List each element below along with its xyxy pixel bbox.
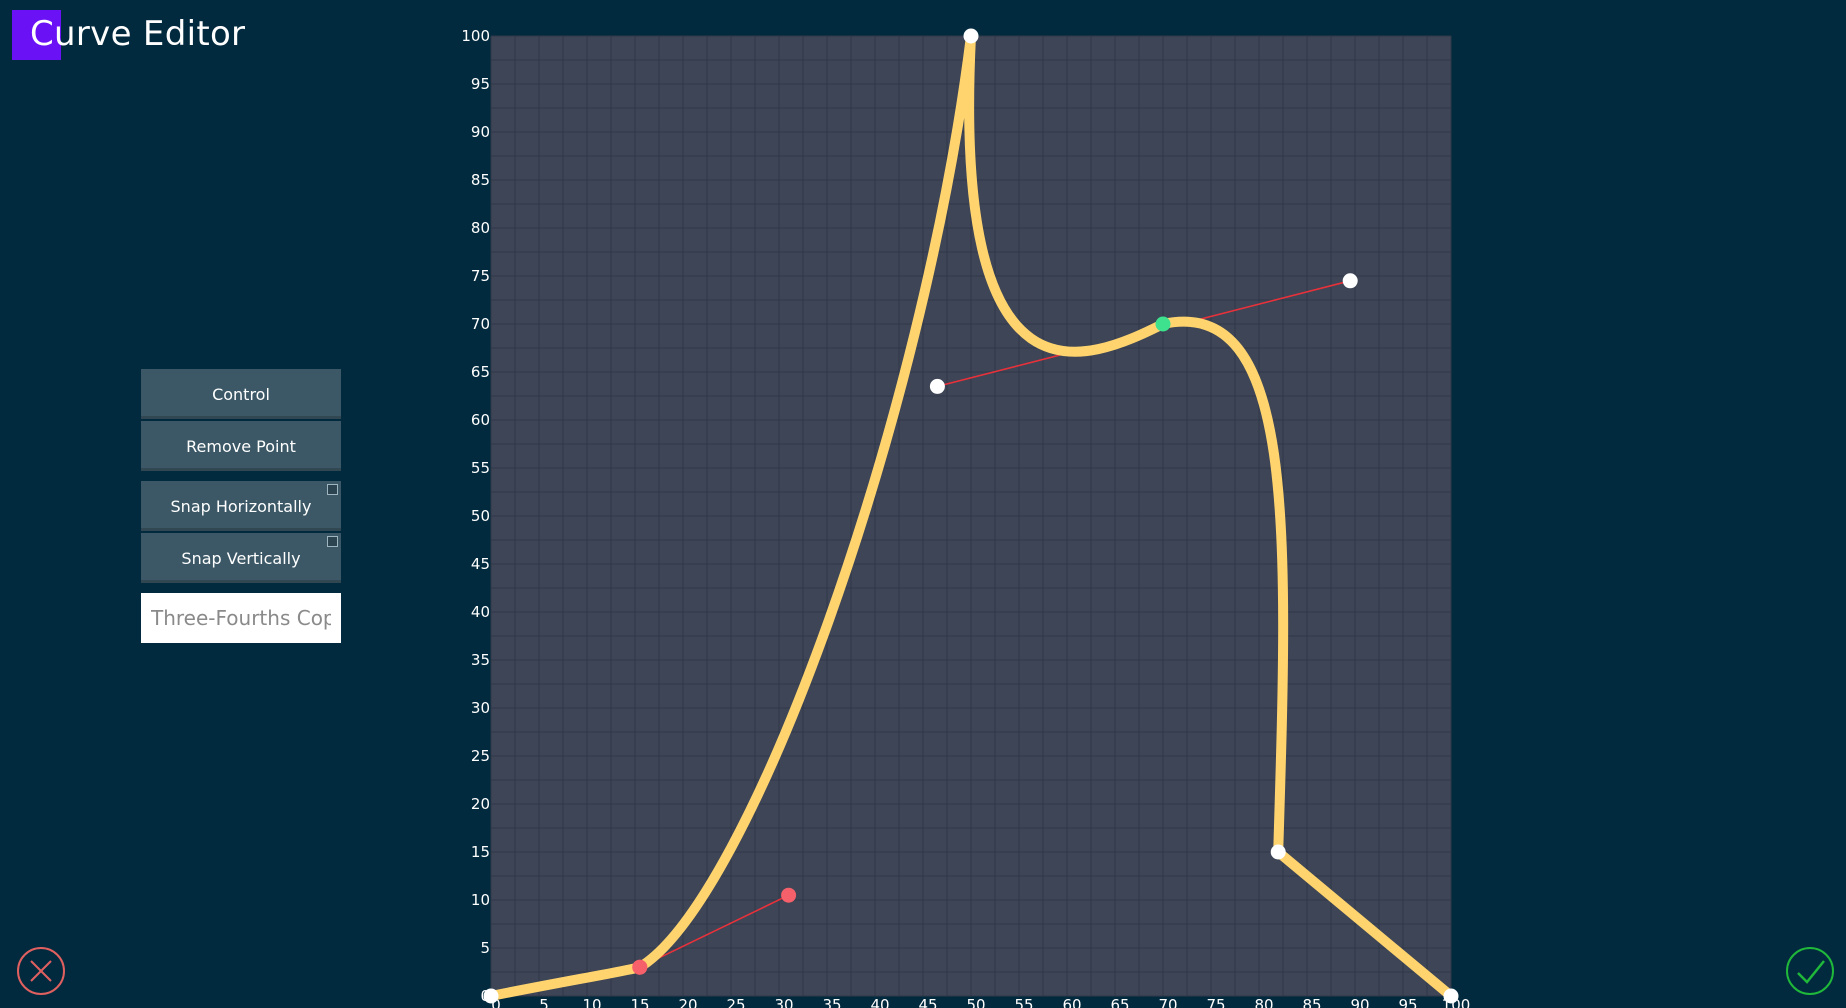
tangent-handle[interactable] bbox=[781, 887, 797, 903]
x-tick-label: 65 bbox=[1110, 996, 1129, 1008]
y-tick-label: 90 bbox=[471, 123, 490, 141]
y-tick-label: 65 bbox=[471, 363, 490, 381]
y-tick-label: 60 bbox=[471, 411, 490, 429]
x-tick-label: 50 bbox=[966, 996, 985, 1008]
x-tick-label: 95 bbox=[1398, 996, 1417, 1008]
y-tick-label: 40 bbox=[471, 603, 490, 621]
x-tick-label: 10 bbox=[582, 996, 601, 1008]
y-tick-label: 45 bbox=[471, 555, 490, 573]
snap-horizontally-button[interactable]: Snap Horizontally bbox=[141, 481, 341, 531]
y-tick-label: 75 bbox=[471, 267, 490, 285]
y-tick-label: 100 bbox=[461, 27, 490, 45]
cancel-button[interactable] bbox=[17, 947, 65, 995]
x-tick-label: 75 bbox=[1206, 996, 1225, 1008]
curve-point[interactable] bbox=[1443, 988, 1459, 1004]
y-tick-label: 80 bbox=[471, 219, 490, 237]
y-tick-label: 10 bbox=[471, 891, 490, 909]
remove-point-button[interactable]: Remove Point bbox=[141, 421, 341, 471]
x-tick-label: 30 bbox=[774, 996, 793, 1008]
y-tick-label: 5 bbox=[480, 939, 490, 957]
x-tick-label: 35 bbox=[822, 996, 841, 1008]
x-tick-label: 45 bbox=[918, 996, 937, 1008]
y-tick-label: 25 bbox=[471, 747, 490, 765]
snap-vertically-button[interactable]: Snap Vertically bbox=[141, 533, 341, 583]
remove-point-button-label: Remove Point bbox=[186, 436, 296, 456]
snap-vertically-label: Snap Vertically bbox=[181, 548, 301, 568]
y-tick-label: 50 bbox=[471, 507, 490, 525]
control-button-label: Control bbox=[212, 384, 270, 404]
curve-point[interactable] bbox=[483, 988, 499, 1004]
y-tick-label: 35 bbox=[471, 651, 490, 669]
curve-point[interactable] bbox=[1270, 844, 1286, 860]
y-tick-label: 20 bbox=[471, 795, 490, 813]
snap-horizontally-label: Snap Horizontally bbox=[170, 496, 312, 516]
tangent-line bbox=[639, 894, 789, 968]
snap-vertically-checkbox[interactable] bbox=[327, 536, 338, 547]
confirm-button[interactable] bbox=[1786, 947, 1834, 995]
x-tick-label: 55 bbox=[1014, 996, 1033, 1008]
x-tick-label: 25 bbox=[726, 996, 745, 1008]
y-tick-label: 30 bbox=[471, 699, 490, 717]
control-button[interactable]: Control bbox=[141, 369, 341, 419]
curve-point[interactable] bbox=[632, 959, 648, 975]
title-accent bbox=[12, 10, 61, 60]
snap-horizontally-checkbox[interactable] bbox=[327, 484, 338, 495]
x-tick-label: 0 bbox=[491, 996, 501, 1008]
x-tick-label: 90 bbox=[1350, 996, 1369, 1008]
x-tick-label: 70 bbox=[1158, 996, 1177, 1008]
y-tick-label: 70 bbox=[471, 315, 490, 333]
x-tick-label: 60 bbox=[1062, 996, 1081, 1008]
curve-name-input[interactable] bbox=[141, 593, 341, 643]
tangent-handle[interactable] bbox=[1342, 273, 1358, 289]
x-tick-label: 5 bbox=[539, 996, 549, 1008]
y-tick-label: 85 bbox=[471, 171, 490, 189]
y-tick-label: 55 bbox=[471, 459, 490, 477]
page-title: Curve Editor bbox=[30, 14, 246, 54]
check-circle-icon bbox=[1797, 960, 1825, 984]
tangent-handle[interactable] bbox=[929, 378, 945, 394]
y-tick-label: 15 bbox=[471, 843, 490, 861]
x-tick-label: 20 bbox=[678, 996, 697, 1008]
x-tick-label: 40 bbox=[870, 996, 889, 1008]
x-circle-icon bbox=[30, 960, 52, 982]
curve-point[interactable] bbox=[963, 28, 979, 44]
x-tick-label: 80 bbox=[1254, 996, 1273, 1008]
y-tick-label: 95 bbox=[471, 75, 490, 93]
curve-point[interactable] bbox=[1155, 316, 1171, 332]
x-tick-label: 15 bbox=[630, 996, 649, 1008]
x-tick-label: 85 bbox=[1302, 996, 1321, 1008]
curve-line[interactable] bbox=[486, 31, 1456, 1001]
